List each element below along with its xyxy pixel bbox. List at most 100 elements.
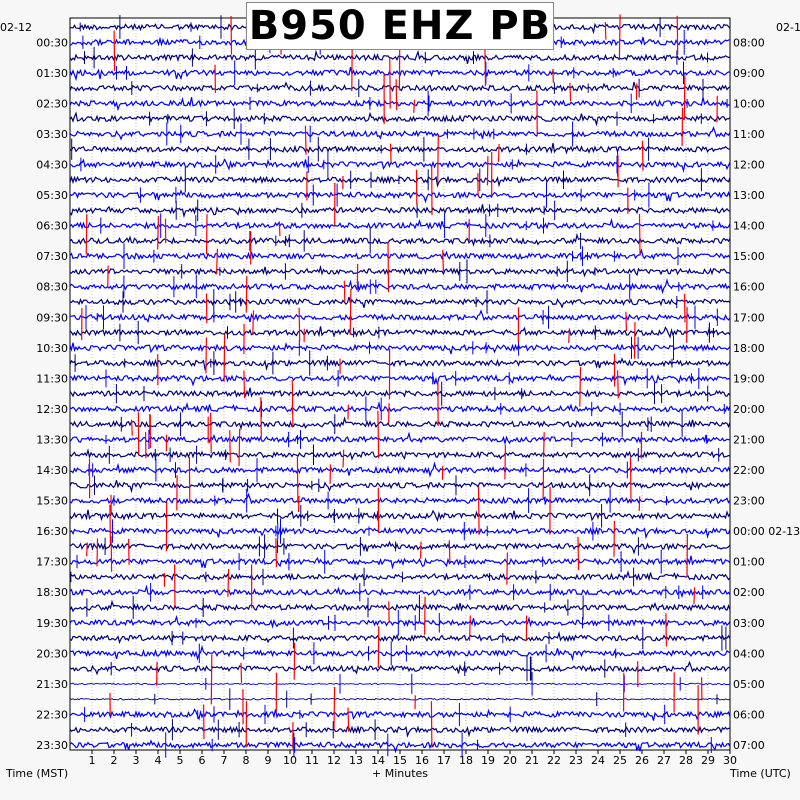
event-mark bbox=[297, 495, 300, 513]
x-tick-label: 11 bbox=[305, 754, 319, 767]
x-tick-label: 5 bbox=[177, 754, 184, 767]
event-mark bbox=[342, 449, 345, 468]
left-hour-label: 21:30 bbox=[36, 678, 68, 691]
event-mark bbox=[333, 686, 336, 730]
right-hour-label: 09:00 bbox=[733, 67, 765, 80]
event-mark bbox=[486, 156, 489, 186]
trace-line bbox=[69, 142, 731, 155]
x-tick-label: 26 bbox=[635, 754, 649, 767]
event-mark bbox=[424, 596, 426, 635]
trace-line bbox=[69, 232, 731, 248]
event-mark bbox=[227, 568, 230, 597]
event-mark bbox=[442, 249, 444, 272]
trace-line bbox=[69, 630, 731, 645]
event-mark bbox=[210, 412, 212, 453]
trace-line bbox=[69, 175, 731, 188]
left-hour-label: 17:30 bbox=[36, 556, 68, 569]
event-mark bbox=[389, 143, 392, 164]
x-tick-label: 24 bbox=[591, 754, 605, 767]
x-tick-label: 12 bbox=[327, 754, 341, 767]
right-hour-label: 13:00 bbox=[733, 189, 765, 202]
left-hour-label: 16:30 bbox=[36, 525, 68, 538]
trace-line bbox=[69, 264, 731, 278]
x-tick-label: 8 bbox=[243, 754, 250, 767]
event-mark bbox=[205, 214, 208, 255]
right-axis-label: Time (UTC) bbox=[729, 767, 791, 780]
event-mark bbox=[477, 486, 480, 535]
event-mark bbox=[210, 654, 213, 705]
trace-line bbox=[69, 111, 731, 127]
x-axis-ticks: 1 2 3 4 5 6 7 8 9 10 11 12 13 14 15 16 17 18 19 20 21 22 23 24 2… bbox=[89, 750, 737, 767]
event-mark bbox=[296, 456, 299, 504]
right-hour-label: 22:00 bbox=[733, 464, 765, 477]
event-mark bbox=[693, 587, 696, 605]
trace-line bbox=[69, 725, 731, 738]
x-tick-label: 17 bbox=[437, 754, 451, 767]
right-hour-label: 03:00 bbox=[733, 617, 765, 630]
trace-line bbox=[69, 492, 731, 505]
x-tick-label: 20 bbox=[503, 754, 517, 767]
event-mark bbox=[638, 213, 641, 255]
left-axis-label: Time (MST) bbox=[5, 767, 68, 780]
event-mark bbox=[347, 707, 350, 732]
right-hour-label: 08:00 bbox=[733, 36, 765, 49]
right-hour-label: 10:00 bbox=[733, 97, 765, 110]
left-hour-label: 12:30 bbox=[36, 403, 68, 416]
x-tick-label: 16 bbox=[415, 754, 429, 767]
trace-line bbox=[69, 540, 731, 555]
event-mark bbox=[216, 248, 218, 275]
trace-line bbox=[69, 584, 731, 599]
trace-line bbox=[69, 373, 731, 387]
event-mark bbox=[683, 293, 686, 323]
trace-line bbox=[69, 448, 731, 461]
event-mark bbox=[110, 536, 113, 572]
event-mark bbox=[387, 241, 390, 293]
event-mark bbox=[229, 430, 231, 463]
event-mark bbox=[617, 370, 619, 399]
right-hour-label: 19:00 bbox=[733, 372, 765, 385]
x-tick-label: 15 bbox=[393, 754, 407, 767]
x-tick-label: 10 bbox=[283, 754, 297, 767]
event-mark bbox=[85, 214, 88, 255]
trace-line bbox=[69, 204, 731, 219]
event-mark bbox=[497, 144, 500, 162]
trace-line bbox=[69, 614, 731, 629]
right-hour-label: 16:00 bbox=[733, 281, 765, 294]
event-mark bbox=[243, 370, 246, 399]
event-mark bbox=[542, 458, 545, 498]
event-mark bbox=[205, 337, 207, 374]
right-hour-label: 20:00 bbox=[733, 403, 765, 416]
event-mark bbox=[157, 216, 159, 250]
x-tick-label: 7 bbox=[221, 754, 228, 767]
event-mark bbox=[437, 135, 439, 184]
event-mark bbox=[665, 613, 667, 647]
trace-line bbox=[69, 431, 731, 446]
right-hour-label: 18:00 bbox=[733, 342, 765, 355]
event-mark bbox=[343, 280, 346, 302]
trace-line bbox=[69, 326, 731, 339]
station-title-box: B950 EHZ PB bbox=[246, 2, 554, 50]
x-tick-label: 30 bbox=[723, 754, 737, 767]
left-hour-label: 01:30 bbox=[36, 67, 68, 80]
minute-grid bbox=[91, 18, 709, 750]
x-tick-label: 3 bbox=[133, 754, 140, 767]
trace-line bbox=[69, 248, 731, 261]
trace-line bbox=[69, 189, 731, 204]
x-axis-label: + Minutes bbox=[372, 767, 428, 780]
event-mark bbox=[395, 79, 398, 111]
left-hour-label: 09:30 bbox=[36, 311, 68, 324]
event-mark bbox=[377, 626, 380, 669]
x-tick-label: 4 bbox=[155, 754, 162, 767]
event-mark bbox=[252, 310, 255, 335]
event-mark bbox=[298, 307, 301, 342]
date-right-label: 02-1 bbox=[776, 21, 800, 34]
event-mark bbox=[676, 15, 679, 55]
x-tick-label: 6 bbox=[199, 754, 206, 767]
event-mark bbox=[448, 540, 451, 562]
x-tick-label: 29 bbox=[701, 754, 715, 767]
right-hour-label: 12:00 bbox=[733, 158, 765, 171]
x-tick-label: 23 bbox=[569, 754, 583, 767]
event-mark bbox=[413, 99, 416, 113]
event-mark bbox=[245, 276, 248, 313]
